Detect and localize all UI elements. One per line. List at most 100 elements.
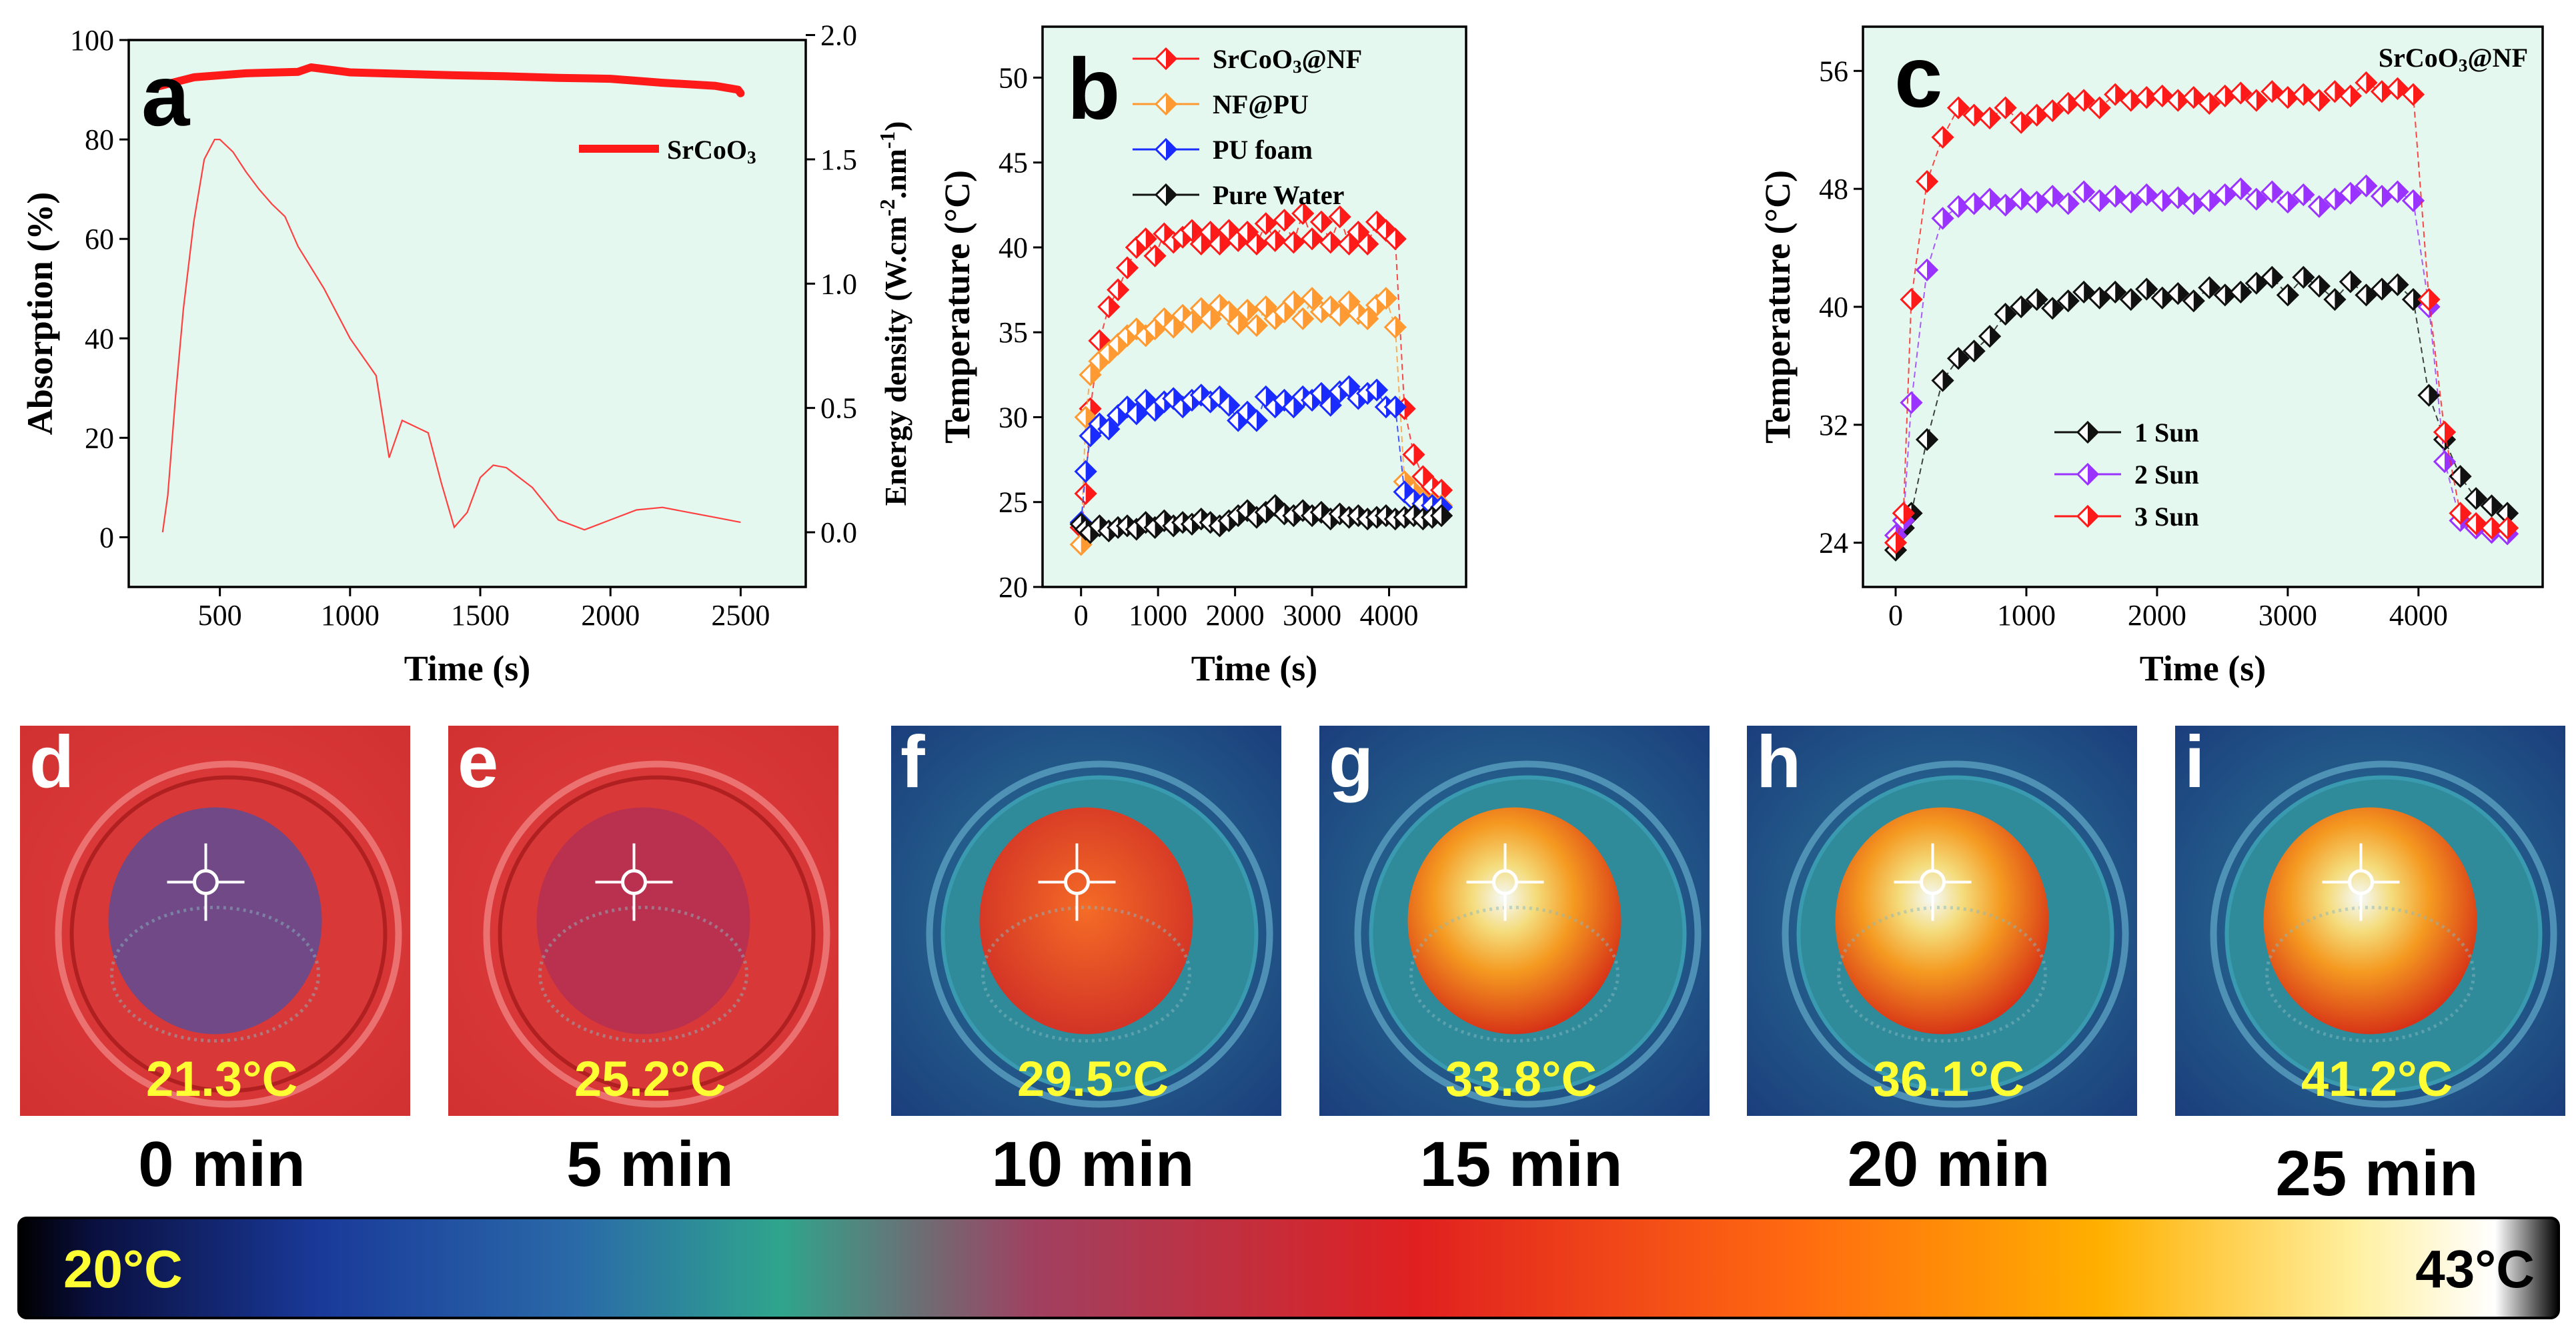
panel-b-xtick-label: 1000	[1129, 599, 1187, 632]
panel-c-series-0-point	[2261, 265, 2284, 289]
panel-a-y2tick-label: 0.5	[820, 392, 857, 425]
panel-b-series-2-point	[1245, 409, 1269, 432]
panel-c-title: SrCoO3@NF	[2379, 43, 2528, 75]
colorbar-gradient	[17, 1217, 2560, 1319]
panel-c-series-1-point	[2292, 183, 2315, 207]
panel-c-series-2-point	[2355, 71, 2378, 95]
panel-a-ytick-label: 60	[85, 223, 114, 255]
panel-c-series-0-point	[2229, 280, 2252, 304]
panel-c-series-1-point	[2307, 195, 2331, 218]
panel-c-xtick-label: 3000	[2259, 599, 2317, 632]
panel-a-ylabel: Absorption (%)	[20, 192, 60, 436]
panel-a-plot-area	[129, 40, 806, 587]
dish-outer-rim	[1782, 760, 2129, 1108]
panel-c-series-2-point	[2417, 287, 2441, 311]
panel-b-ytick-label: 35	[999, 316, 1028, 349]
panel-c-series-2-point	[1900, 287, 1923, 311]
panel-c-series-0-point	[2449, 465, 2472, 488]
dish-outer-rim	[926, 760, 1273, 1108]
panel-b-legend-marker-1	[1154, 92, 1178, 116]
panel-b-axes-frame	[1041, 25, 1467, 588]
panel-c-series-0-point	[2417, 384, 2441, 407]
panel-b-series-0-point	[1143, 244, 1167, 267]
panel-b-series-0-point	[1134, 227, 1157, 251]
panel-b-ytick-label: 50	[999, 61, 1028, 94]
panel-c-xtick-label: 1000	[1997, 599, 2056, 632]
panel-b-series-1-point	[1383, 315, 1407, 339]
dish-outer-rim	[1354, 760, 1702, 1108]
panel-b-legend-label-3: Pure Water	[1213, 180, 1344, 210]
time-label: 5 min	[566, 1129, 734, 1200]
panel-b-xlabel: Time (s)	[1191, 648, 1317, 688]
thermal-panel-letter: d	[29, 721, 74, 803]
panel-c-series-1-point	[2323, 187, 2347, 211]
panel-c-series-0-point	[2119, 287, 2142, 311]
panel-c-series-0-point	[2056, 289, 2080, 313]
panel-c-series-0-point	[2464, 487, 2488, 510]
panel-b-series-0-point	[1097, 295, 1121, 319]
panel-c-series-2-point	[1946, 96, 1970, 119]
panel-c-ytick-label: 32	[1819, 409, 1848, 442]
panel-c-xlabel: Time (s)	[2140, 648, 2266, 688]
dish-outer-rim	[55, 760, 402, 1108]
panel-a-y2tick-label: 1.0	[820, 267, 857, 300]
panel-b-series-0-point	[1180, 219, 1204, 242]
panel-c-legend-label-2: 3 Sun	[2134, 502, 2199, 532]
panel-b-legend-marker-0	[1154, 47, 1178, 71]
panel-c-series-1-point	[1900, 391, 1923, 414]
panel-c-series-1-point	[2355, 174, 2378, 197]
panel-c-series-1-point	[2041, 185, 2064, 208]
panel-c-series-2-point	[1884, 531, 1908, 554]
panel-b: 0 1000 2000 3000 4000 20 25 30 35 40 45 50 SrCoO3@NF…	[937, 25, 1467, 688]
panel-b-letter: b	[1067, 40, 1120, 137]
temperature-readout: 36.1°C	[1873, 1051, 2024, 1107]
panel-c-series-2-point	[2182, 85, 2205, 109]
panel-c-legend-label-1: 2 Sun	[2134, 460, 2199, 490]
temperature-readout: 33.8°C	[1445, 1051, 1597, 1107]
panel-b-series-1-point	[1300, 287, 1324, 310]
panel-c-series-2-point	[2495, 516, 2519, 540]
panel-b-series-1-point	[1282, 290, 1305, 313]
temperature-readout: 21.3°C	[146, 1051, 297, 1107]
panel-c-series-1-point	[2386, 180, 2409, 203]
panel-b-legend-label-0: SrCoO3@NF	[1213, 44, 1362, 77]
panel-b-series-1-point	[1235, 298, 1259, 322]
panel-c-series-2-point	[1962, 103, 1986, 127]
panel-b-series-0-point	[1254, 212, 1277, 235]
foam-texture	[110, 906, 320, 1043]
panel-b-series-0-point	[1115, 256, 1139, 279]
panel-a-xtick-label: 2000	[581, 599, 640, 632]
panel-b-series-0-point	[1356, 232, 1379, 255]
panel-c-series-0-point	[2166, 281, 2190, 305]
panel-c-series-1-point	[2056, 192, 2080, 215]
time-label: 25 min	[2275, 1138, 2478, 1209]
panel-b-series-0-point	[1300, 227, 1324, 251]
panel-a-ytick-label: 20	[85, 422, 114, 454]
panel-c-series-0-point	[2480, 494, 2503, 518]
panel-c-xtick-label: 0	[1888, 599, 1903, 632]
thermal-panel-letter: f	[900, 721, 925, 803]
thermal-panel-g: g 33.8°C 15 min	[1319, 721, 1710, 1200]
panel-c-series-1-point	[2009, 187, 2033, 211]
panel-b-ytick-label: 25	[999, 486, 1028, 519]
panel-b-legend-label-2: PU foam	[1213, 135, 1313, 165]
panel-b-series-0-point	[1282, 231, 1305, 254]
time-label: 10 min	[991, 1129, 1194, 1200]
panel-c-xtick-label: 2000	[2128, 599, 2186, 632]
panel-b-series-1-point	[1245, 313, 1269, 338]
panel-c-series-2-point	[1915, 169, 1939, 193]
panel-b-series-1-point	[1374, 287, 1398, 310]
panel-c-series-1-point	[2213, 183, 2236, 207]
time-label: 0 min	[138, 1129, 305, 1200]
panel-b-ytick-label: 40	[999, 231, 1028, 264]
panel-c-series-2-point	[2401, 83, 2425, 106]
panel-c-ytick-label: 40	[1819, 291, 1848, 323]
panel-c-series-1-point	[1915, 258, 1939, 281]
panel-c-series-0-point	[2041, 297, 2064, 320]
panel-b-series-1-point	[1328, 303, 1351, 327]
panel-b-ytick-label: 30	[999, 401, 1028, 434]
colorbar: 20°C 43°C	[17, 1217, 2560, 1319]
panel-b-xtick-label: 0	[1074, 599, 1089, 632]
